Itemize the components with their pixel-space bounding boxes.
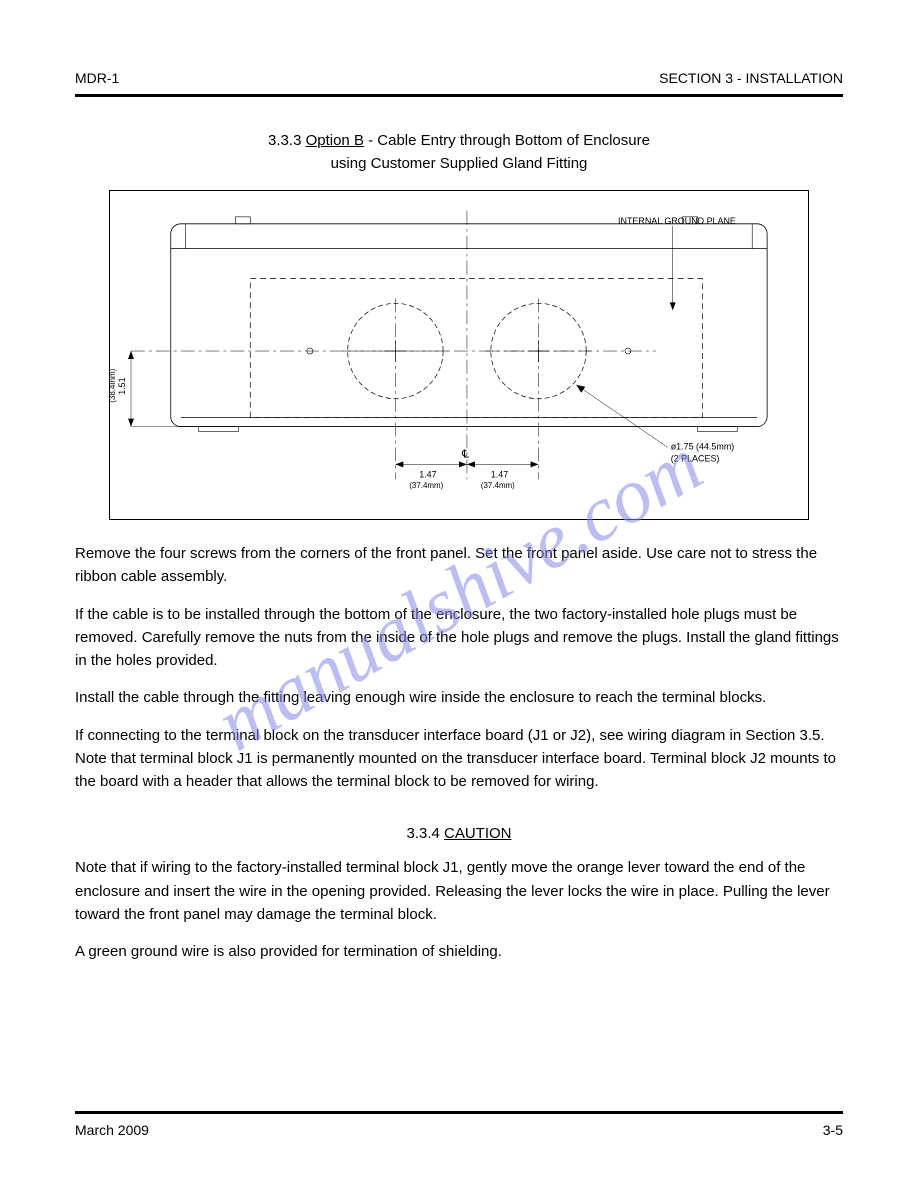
caution-body: Note that if wiring to the factory-insta… (75, 856, 843, 926)
paragraph-2: If the cable is to be installed through … (75, 603, 843, 673)
paragraph-5: A green ground wire is also provided for… (75, 940, 843, 963)
dim-right-value: 1.47 (491, 469, 508, 479)
dim-height-value: 1.51 (117, 377, 127, 394)
section-number: 3.3.3 (268, 132, 306, 149)
page-header: MDR-1 SECTION 3 - INSTALLATION (75, 70, 843, 86)
enclosure-diagram-svg: INTERNAL GROUND PLANE ø1.75 (44.5mm) (2 … (110, 191, 808, 519)
label-diameter: ø1.75 (44.5mm) (671, 441, 735, 451)
dim-right-mm: (37.4mm) (481, 481, 515, 490)
paragraph-1: Remove the four screws from the corners … (75, 542, 843, 589)
footer-right: 3-5 (823, 1122, 843, 1138)
section-title-suffix: - Cable Entry through Bottom of Enclosur… (364, 132, 650, 149)
header-rule (75, 94, 843, 97)
caution-title: 3.3.4 CAUTION (75, 825, 843, 842)
paragraph-3: Install the cable through the fitting le… (75, 686, 843, 709)
section-title: 3.3.3 Option B - Cable Entry through Bot… (75, 132, 843, 149)
section-subtitle: using Customer Supplied Gland Fitting (75, 155, 843, 172)
footer-rule (75, 1111, 843, 1114)
caution-number: 3.3.4 (406, 825, 444, 842)
dim-left-value: 1.47 (419, 469, 436, 479)
footer-left: March 2009 (75, 1122, 149, 1138)
technical-drawing: INTERNAL GROUND PLANE ø1.75 (44.5mm) (2 … (109, 190, 809, 520)
section-title-underline: Option B (306, 132, 364, 149)
label-diameter-note: (2 PLACES) (671, 453, 720, 463)
page-footer: March 2009 3-5 (75, 1111, 843, 1138)
centerline-symbol: ℄ (461, 448, 469, 460)
caution-underline: CAUTION (444, 825, 512, 842)
header-right: SECTION 3 - INSTALLATION (659, 70, 843, 86)
header-left: MDR-1 (75, 70, 119, 86)
dim-left-mm: (37.4mm) (409, 481, 443, 490)
paragraph-4: If connecting to the terminal block on t… (75, 724, 843, 794)
label-ground-plane: INTERNAL GROUND PLANE (618, 216, 736, 226)
dim-height-mm: (38.4mm) (110, 368, 117, 402)
